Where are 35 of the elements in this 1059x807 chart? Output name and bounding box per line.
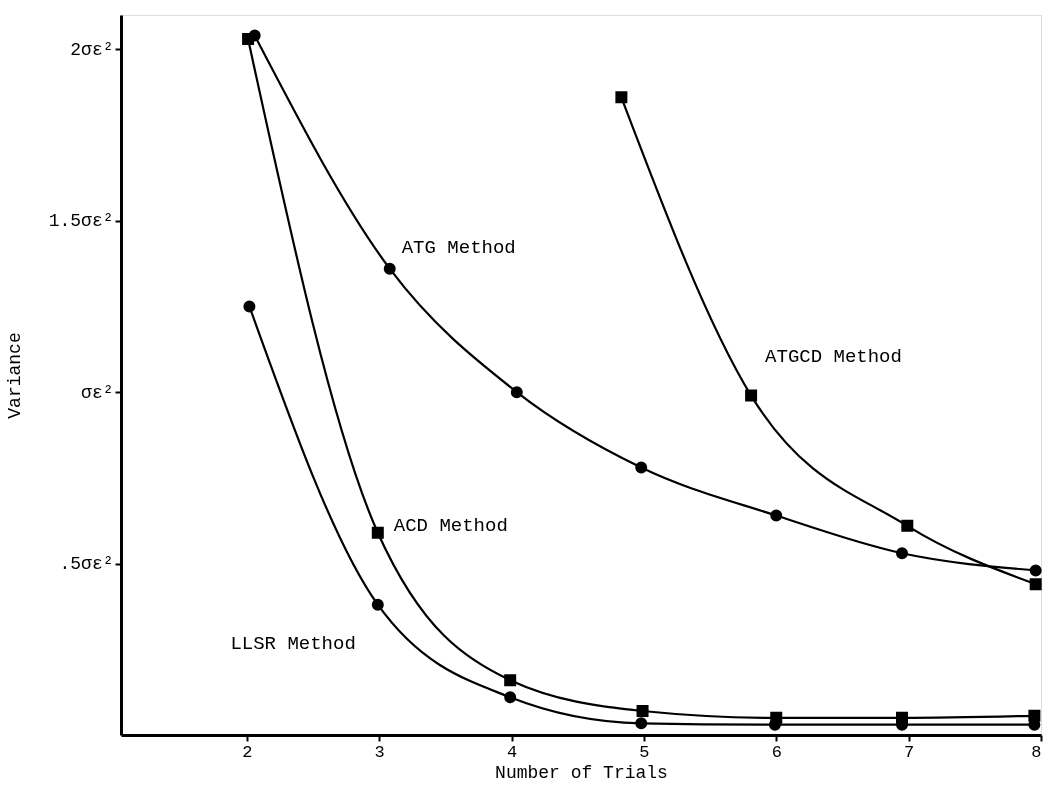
point <box>635 461 648 474</box>
point <box>745 389 758 402</box>
x-tick-label: 4 <box>506 742 518 762</box>
point <box>901 519 914 532</box>
point <box>635 717 648 730</box>
point <box>510 386 523 399</box>
y-tick-label: 2σε² <box>70 39 114 60</box>
x-tick-label: 3 <box>374 742 385 762</box>
point <box>636 705 649 717</box>
point <box>371 598 384 611</box>
point <box>1029 564 1042 577</box>
x-axis-title: Number of Trials <box>495 762 668 783</box>
point <box>770 509 783 522</box>
point <box>504 691 517 704</box>
y-tick-label: .5σε² <box>59 554 114 575</box>
x-tick-label: 5 <box>639 742 650 762</box>
x-tick-label: 2 <box>242 742 253 762</box>
series-label: ACD Method <box>393 514 508 537</box>
point <box>1029 578 1042 591</box>
point <box>371 526 384 539</box>
series-label: LLSR Method <box>230 632 356 655</box>
y-tick-label: 1.5σε² <box>48 211 114 232</box>
x-tick-label: 8 <box>1031 742 1042 762</box>
point <box>243 300 256 313</box>
point <box>242 33 255 45</box>
y-axis-title: Variance <box>4 332 25 419</box>
y-tick-label: σε² <box>81 382 114 403</box>
point <box>896 547 908 560</box>
series-label: ATG Method <box>401 236 516 259</box>
series-label: ATGCD Method <box>765 345 902 368</box>
x-tick-label: 6 <box>771 742 782 762</box>
x-tick-label: 7 <box>904 742 915 762</box>
point <box>615 91 628 104</box>
point <box>504 674 517 687</box>
point <box>383 262 396 275</box>
